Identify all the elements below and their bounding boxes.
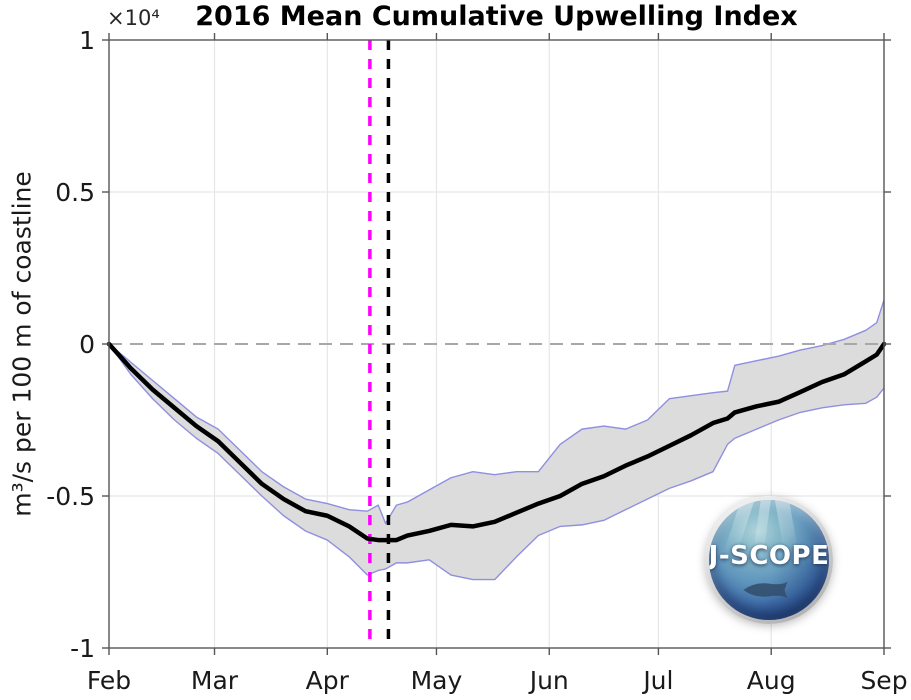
fish-icon	[743, 581, 788, 599]
y-tick-label: 0	[79, 330, 95, 359]
x-tick-label: Jul	[641, 666, 673, 695]
y-axis-offset-text: ×10⁴	[107, 6, 160, 30]
y-tick-label: -0.5	[46, 482, 95, 511]
jscope-logo-ocean-background: J-SCOPE	[709, 500, 829, 620]
chart-title: 2016 Mean Cumulative Upwelling Index	[195, 1, 798, 32]
band-upper-edge	[108, 299, 885, 525]
mean-line	[106, 341, 887, 543]
x-tick-label: Jun	[528, 666, 569, 695]
y-tick-label: 0.5	[55, 178, 95, 207]
x-tick-label: May	[411, 666, 463, 695]
y-tick-label: 1	[79, 26, 95, 55]
x-tick-label: Sep	[860, 666, 907, 695]
x-tick-label: Apr	[306, 666, 350, 695]
band-lower-edge	[108, 343, 885, 581]
x-tick-label: Aug	[747, 666, 796, 695]
y-tick-label: -1	[70, 634, 95, 663]
x-tick-label: Mar	[191, 666, 239, 695]
jscope-logo: J-SCOPE	[705, 496, 833, 624]
jscope-logo-text: J-SCOPE	[709, 541, 829, 572]
x-tick-label: Feb	[87, 666, 131, 695]
